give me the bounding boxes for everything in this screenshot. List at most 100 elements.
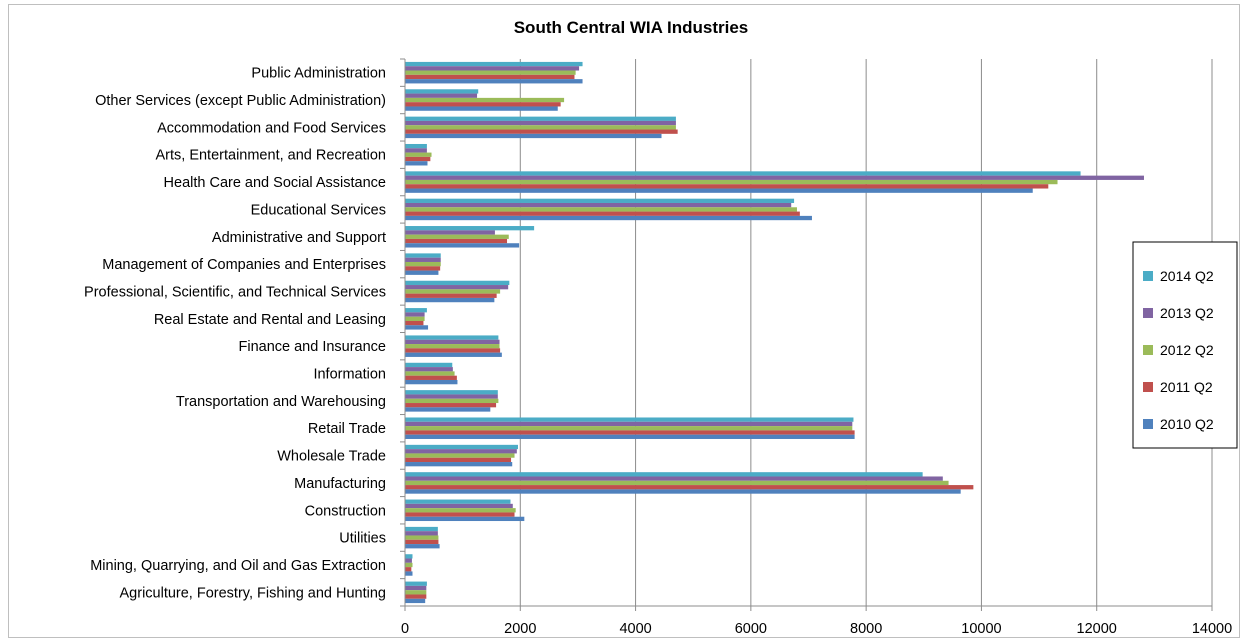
bar (405, 61, 583, 67)
bar (405, 421, 853, 427)
category-label: Arts, Entertainment, and Recreation (155, 148, 386, 164)
bar (405, 539, 439, 545)
bar (405, 285, 509, 290)
category-label: Agriculture, Forestry, Fishing and Hunti… (120, 585, 387, 601)
category-label: Professional, Scientific, and Technical … (84, 284, 386, 300)
bar (405, 430, 855, 435)
bars (405, 61, 1144, 604)
bar (405, 171, 1081, 176)
x-tick-label: 10000 (961, 621, 1001, 637)
legend-swatch (1143, 271, 1153, 281)
bar (405, 489, 961, 494)
bar (405, 116, 676, 121)
bar (405, 567, 412, 572)
bar (405, 335, 499, 340)
bar (405, 485, 974, 490)
bar (405, 457, 512, 463)
category-label: Utilities (339, 531, 386, 547)
bar (405, 531, 438, 536)
bar (405, 289, 501, 294)
bar (405, 312, 425, 317)
category-label: Construction (305, 503, 386, 519)
bar (405, 143, 427, 149)
bar (405, 215, 812, 221)
legend-label: 2011 Q2 (1160, 379, 1213, 395)
bar (405, 339, 500, 345)
bar (405, 362, 453, 368)
bar (405, 202, 792, 208)
bar (405, 175, 1144, 180)
chart-frame (8, 4, 1240, 638)
bar (405, 462, 513, 467)
bar (405, 379, 458, 385)
category-label: Public Administration (251, 66, 386, 82)
bar (405, 476, 943, 481)
category-label: Finance and Insurance (238, 339, 386, 355)
category-label: Real Estate and Rental and Leasing (154, 312, 386, 328)
x-axis-tick-labels: 0 2000 4000 6000 8000 10000 12000 14000 (401, 621, 1232, 637)
bar (405, 571, 413, 576)
bar (405, 352, 502, 357)
x-tick-label: 4000 (619, 621, 651, 637)
category-label: Health Care and Social Assistance (164, 175, 386, 191)
bar (405, 198, 795, 203)
x-tick-label: 6000 (735, 621, 767, 637)
bar (405, 293, 497, 298)
bar (405, 367, 453, 372)
bar (405, 93, 478, 98)
bar (405, 230, 495, 235)
legend-label: 2012 Q2 (1160, 342, 1214, 358)
bar (405, 371, 455, 376)
bar (405, 503, 513, 509)
category-label: Wholesale Trade (277, 449, 386, 465)
bar (405, 106, 558, 111)
legend: 2014 Q2 2013 Q2 2012 Q2 2011 Q2 2010 Q2 (1132, 241, 1238, 449)
bar (405, 594, 427, 599)
legend-swatch (1143, 345, 1153, 355)
bar (405, 535, 439, 540)
bar (405, 270, 439, 275)
bar (405, 70, 576, 75)
bar (405, 590, 427, 595)
bar (405, 316, 425, 321)
bar (405, 243, 520, 248)
bar (405, 297, 495, 303)
x-tick-label: 14000 (1192, 621, 1232, 637)
bar (405, 394, 498, 399)
bar (405, 234, 509, 239)
bar (405, 499, 511, 504)
grid-lines (519, 59, 1213, 606)
category-label: Retail Trade (308, 421, 386, 437)
bar (405, 544, 440, 549)
bar (405, 253, 441, 258)
category-label: Transportation and Warehousing (176, 394, 386, 410)
bar (405, 129, 678, 134)
category-label: Educational Services (251, 202, 386, 218)
bar (405, 320, 424, 326)
bar (405, 226, 535, 231)
x-tick-label: 0 (401, 621, 409, 637)
category-label: Manufacturing (294, 476, 386, 492)
bar (405, 390, 498, 395)
x-tick-label: 2000 (504, 621, 536, 637)
bar (405, 562, 413, 568)
bar (405, 426, 853, 431)
bar (405, 403, 497, 408)
bar (405, 585, 427, 591)
bar (405, 449, 517, 454)
bar (405, 480, 949, 486)
legend-swatch (1143, 419, 1153, 429)
bar (405, 444, 518, 450)
bar (405, 79, 583, 84)
axes (400, 58, 1213, 611)
bar (405, 102, 561, 107)
bar (405, 161, 428, 166)
bar (405, 472, 923, 477)
bar (405, 344, 500, 349)
bar (405, 257, 441, 262)
category-label: Mining, Quarrying, and Oil and Gas Extra… (90, 558, 386, 574)
category-label: Accommodation and Food Services (157, 120, 386, 136)
bar (405, 211, 800, 216)
legend-swatch (1143, 308, 1153, 318)
